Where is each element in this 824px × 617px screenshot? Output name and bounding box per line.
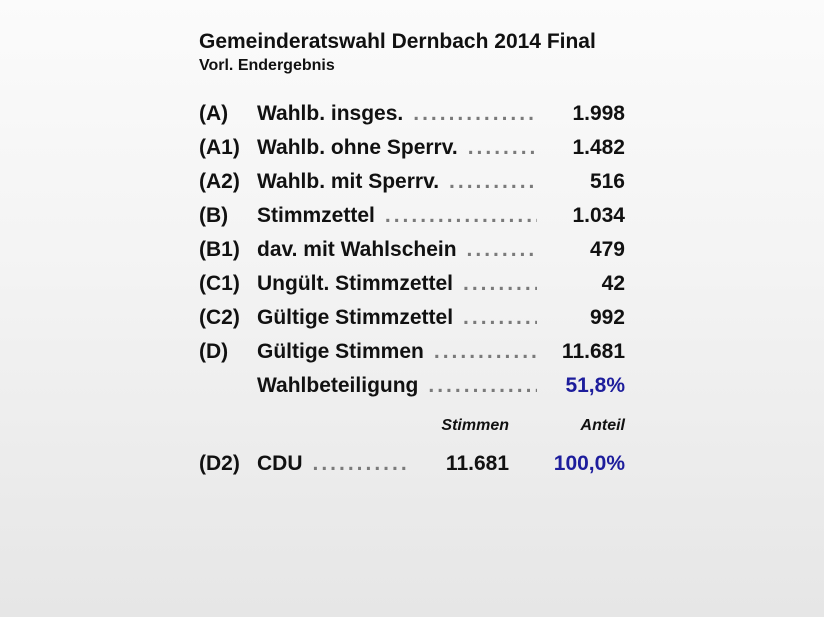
column-header-share: Anteil xyxy=(580,417,625,434)
stat-label: Gültige Stimmen xyxy=(257,340,424,363)
stat-code: (A2) xyxy=(199,170,240,193)
stat-code: (C1) xyxy=(199,272,240,295)
party-label-wrap: CDU.....................................… xyxy=(257,447,407,481)
page-title: Gemeinderatswahl Dernbach 2014 Final xyxy=(199,30,596,53)
stat-value: 1.998 xyxy=(572,102,625,125)
leader-dots: ........................................… xyxy=(312,452,408,475)
stat-label-wrap: Wahlb. mit Sperrv.......................… xyxy=(257,165,537,199)
party-share: 100,0% xyxy=(553,452,625,475)
stat-row-invalid-ballots: (C1) Ungült. Stimmzettel................… xyxy=(199,267,629,301)
leader-dots: ........................................… xyxy=(384,204,537,227)
stat-row-valid-votes: (D) Gültige Stimmen.....................… xyxy=(199,335,629,369)
leader-dots: ........................................… xyxy=(466,238,537,261)
stat-label-wrap: Gültige Stimmzettel.....................… xyxy=(257,301,537,335)
party-results: (D2) CDU................................… xyxy=(199,447,629,481)
stat-code: (D) xyxy=(199,340,229,363)
stat-code: (A) xyxy=(199,102,229,125)
stat-value: 42 xyxy=(601,272,625,295)
stat-code: (B1) xyxy=(199,238,240,261)
stat-label: Wahlb. insges. xyxy=(257,102,404,125)
stat-row-turnout: Wahlbeteiligung.........................… xyxy=(199,369,629,403)
party-code: (D2) xyxy=(199,452,240,475)
leader-dots: ........................................… xyxy=(463,306,537,329)
stats-list: (A) Wahlb. insges.......................… xyxy=(199,97,629,403)
stat-value: 516 xyxy=(589,170,625,193)
party-votes: 11.681 xyxy=(445,452,509,475)
stat-label: Stimmzettel xyxy=(257,204,375,227)
stat-row-eligible-total: (A) Wahlb. insges.......................… xyxy=(199,97,629,131)
leader-dots: ........................................… xyxy=(449,170,537,193)
stat-label-wrap: Ungült. Stimmzettel.....................… xyxy=(257,267,537,301)
page-subtitle: Vorl. Endergebnis xyxy=(199,57,335,74)
leader-dots: ........................................… xyxy=(413,102,537,125)
turnout-value: 51,8% xyxy=(565,374,625,397)
stat-value: 992 xyxy=(589,306,625,329)
stat-label: Gültige Stimmzettel xyxy=(257,306,454,329)
stat-row-valid-ballots: (C2) Gültige Stimmzettel................… xyxy=(199,301,629,335)
stat-label-wrap: Stimmzettel.............................… xyxy=(257,199,537,233)
stat-label-wrap: Wahlb. insges...........................… xyxy=(257,97,537,131)
leader-dots: ........................................… xyxy=(428,374,537,397)
stat-code: (C2) xyxy=(199,306,240,329)
stat-row-eligible-without-block: (A1) Wahlb. ohne Sperrv.................… xyxy=(199,131,629,165)
stat-row-ballots: (B) Stimmzettel.........................… xyxy=(199,199,629,233)
stat-value: 1.482 xyxy=(572,136,625,159)
leader-dots: ........................................… xyxy=(433,340,537,363)
stat-value: 11.681 xyxy=(561,340,625,363)
stat-label-wrap: Wahlbeteiligung.........................… xyxy=(257,369,537,403)
stat-value: 479 xyxy=(589,238,625,261)
leader-dots: ........................................… xyxy=(467,136,537,159)
stat-label-wrap: Gültige Stimmen.........................… xyxy=(257,335,537,369)
stat-code: (A1) xyxy=(199,136,240,159)
party-row-cdu: (D2) CDU................................… xyxy=(199,447,629,481)
column-header-votes: Stimmen xyxy=(441,417,509,434)
stat-label: Wahlb. mit Sperrv. xyxy=(257,170,440,193)
leader-dots: ........................................… xyxy=(463,272,537,295)
stat-label-wrap: Wahlb. ohne Sperrv......................… xyxy=(257,131,537,165)
stat-value: 1.034 xyxy=(572,204,625,227)
stat-code: (B) xyxy=(199,204,229,227)
party-label: CDU xyxy=(257,452,303,475)
stat-label: Wahlb. ohne Sperrv. xyxy=(257,136,458,159)
stat-label: Wahlbeteiligung xyxy=(257,374,419,397)
stat-label-wrap: dav. mit Wahlschein.....................… xyxy=(257,233,537,267)
stat-label: Ungült. Stimmzettel xyxy=(257,272,454,295)
stat-label: dav. mit Wahlschein xyxy=(257,238,457,261)
stat-row-postal-ballots: (B1) dav. mit Wahlschein................… xyxy=(199,233,629,267)
results-sheet: Gemeinderatswahl Dernbach 2014 Final Vor… xyxy=(199,30,629,481)
party-column-headers: Stimmen Anteil xyxy=(199,411,629,441)
stat-row-eligible-with-block: (A2) Wahlb. mit Sperrv..................… xyxy=(199,165,629,199)
